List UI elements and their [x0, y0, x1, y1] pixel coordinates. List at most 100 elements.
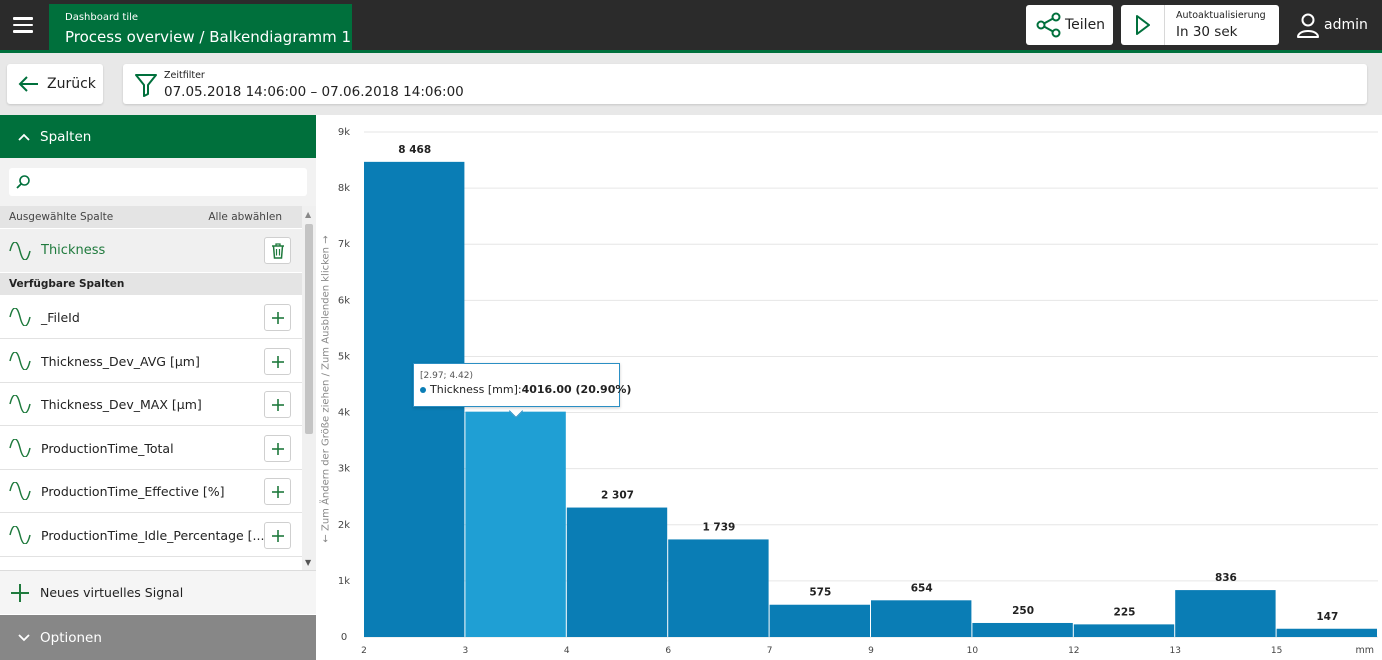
chevron-down-icon [18, 633, 30, 641]
available-columns-header: Verfügbare Spalten [0, 273, 302, 295]
selected-column-header: Ausgewählte Spalte Alle abwählen [0, 206, 302, 228]
auto-refresh-interval: In 30 sek [1176, 23, 1238, 40]
histogram-bar[interactable] [465, 411, 566, 637]
x-tick-label: 4 [564, 646, 570, 656]
hamburger-menu-icon[interactable] [0, 0, 46, 50]
plus-icon [271, 311, 284, 324]
x-tick-label: 12 [1068, 646, 1079, 656]
scroll-up-arrow-icon[interactable]: ▲ [305, 210, 312, 219]
bar-value-label: 654 [911, 582, 933, 594]
add-column-button[interactable] [264, 522, 291, 549]
y-tick-label: 8k [338, 183, 350, 194]
selected-column-label: Ausgewählte Spalte [9, 211, 114, 223]
play-icon [1121, 5, 1165, 45]
bar-value-label: 225 [1114, 606, 1136, 618]
column-list-scrollbar[interactable]: ▲ ▼ [302, 206, 316, 570]
column-search-area [0, 158, 316, 206]
y-tick-label: 7k [338, 239, 350, 250]
histogram-svg: 0 1k 2k 3k 4k 5k 6k 7k 8k 9k 8 468 2 307 1 739 575 654… [338, 127, 1378, 656]
auto-refresh-button[interactable]: Autoaktualisierung In 30 sek [1121, 5, 1279, 45]
available-column-name: Thickness_Dev_MAX [µm] [41, 396, 202, 412]
bar-value-label: 250 [1012, 605, 1034, 617]
plus-icon [271, 485, 284, 498]
chevron-up-icon [18, 133, 30, 141]
available-column-item[interactable]: ProductionTime_Effective [%] [0, 470, 302, 513]
signal-wave-icon [9, 308, 31, 326]
signal-wave-icon [9, 439, 31, 457]
share-button[interactable]: Teilen [1026, 5, 1113, 45]
y-tick-label: 6k [338, 295, 350, 306]
bar-value-label: 8 468 [398, 144, 431, 156]
y-tick-label: 1k [338, 576, 350, 587]
series-dot-icon [420, 387, 426, 393]
top-bar: Dashboard tile Process overview / Balken… [0, 0, 1382, 50]
plus-icon [271, 398, 284, 411]
histogram-bar[interactable] [1175, 590, 1276, 637]
time-filter[interactable]: Zeitfilter 07.05.2018 14:06:00 – 07.06.2… [123, 64, 1367, 104]
x-tick-label: 10 [967, 646, 979, 656]
available-column-item[interactable]: _FileId [0, 296, 302, 339]
tooltip-value: 4016.00 (20.90%) [521, 383, 632, 396]
x-tick-label: 3 [463, 646, 469, 656]
back-button[interactable]: Zurück [7, 64, 103, 104]
column-search-input[interactable] [39, 172, 299, 192]
columns-section-header[interactable]: Spalten [0, 115, 316, 158]
delete-column-button[interactable] [264, 237, 291, 264]
available-column-item[interactable]: ProductionTime_Idle_Percentage [... [0, 514, 302, 557]
tooltip-line: Thickness [mm]:4016.00 (20.90%) [420, 383, 631, 396]
available-column-item[interactable]: ProductionTime_Total [0, 427, 302, 470]
plus-icon [11, 583, 29, 602]
histogram-bar[interactable] [972, 622, 1073, 637]
add-column-button[interactable] [264, 348, 291, 375]
tooltip-series: Thickness [mm]: [430, 383, 522, 396]
x-tick-label: 6 [665, 646, 671, 656]
histogram-bar[interactable] [1276, 628, 1377, 637]
y-tick-label: 2k [338, 520, 350, 531]
trash-icon [271, 242, 284, 259]
y-tick-label: 4k [338, 408, 350, 419]
options-section-header[interactable]: Optionen [0, 615, 316, 660]
histogram-bar[interactable] [668, 539, 769, 637]
histogram-bar[interactable] [1073, 624, 1175, 637]
y-tick-label: 3k [338, 464, 350, 475]
x-tick-label: 2 [361, 646, 367, 656]
y-tick-label: 9k [338, 127, 350, 138]
available-column-name: ProductionTime_Idle_Percentage [... [41, 527, 265, 543]
x-tick-label: 13 [1169, 646, 1180, 656]
histogram-bar[interactable] [769, 604, 870, 637]
scroll-down-arrow-icon[interactable]: ▼ [305, 558, 312, 567]
column-list: Ausgewählte Spalte Alle abwählen Thickne… [0, 206, 316, 570]
x-tick-label: 7 [767, 646, 773, 656]
dashboard-tile-caption: Dashboard tile [65, 12, 139, 23]
deselect-all-link[interactable]: Alle abwählen [208, 211, 282, 223]
available-column-item[interactable]: Thickness_Dev_AVG [µm] [0, 340, 302, 383]
tooltip-range: [2.97; 4.42) [420, 371, 473, 381]
bar-value-label: 836 [1215, 572, 1237, 584]
new-virtual-signal-button[interactable]: Neues virtuelles Signal [0, 570, 316, 614]
y-tick-label: 5k [338, 351, 350, 362]
plus-icon [271, 529, 284, 542]
column-search-box [9, 168, 307, 196]
bar-value-label: 1 739 [702, 521, 735, 533]
add-column-button[interactable] [264, 435, 291, 462]
chart-tooltip: [2.97; 4.42) Thickness [mm]:4016.00 (20.… [413, 363, 631, 407]
histogram-bar[interactable] [871, 600, 972, 637]
signal-wave-icon [9, 241, 31, 260]
resize-hint: ← Zum Ändern der Größe ziehen / Zum Ausb… [320, 235, 332, 543]
bar-value-label: 2 307 [601, 490, 634, 502]
add-column-button[interactable] [264, 478, 291, 505]
page-title: Process overview / Balkendiagramm 1 [65, 28, 352, 46]
add-column-button[interactable] [264, 304, 291, 331]
user-menu[interactable]: admin [1296, 10, 1368, 40]
add-column-button[interactable] [264, 391, 291, 418]
sidebar-resize-handle[interactable]: ← Zum Ändern der Größe ziehen / Zum Ausb… [316, 230, 336, 548]
signal-wave-icon [9, 482, 31, 500]
histogram-bar[interactable] [566, 507, 668, 637]
available-column-item[interactable]: Thickness_Dev_MAX [µm] [0, 383, 302, 426]
available-column-name: _FileId [41, 309, 80, 325]
scrollbar-thumb[interactable] [305, 224, 313, 434]
bar-value-label: 575 [809, 587, 831, 599]
y-tick-label: 0 [341, 632, 347, 643]
bar-value-label: 147 [1316, 611, 1338, 623]
selected-column-item[interactable]: Thickness [0, 229, 302, 272]
